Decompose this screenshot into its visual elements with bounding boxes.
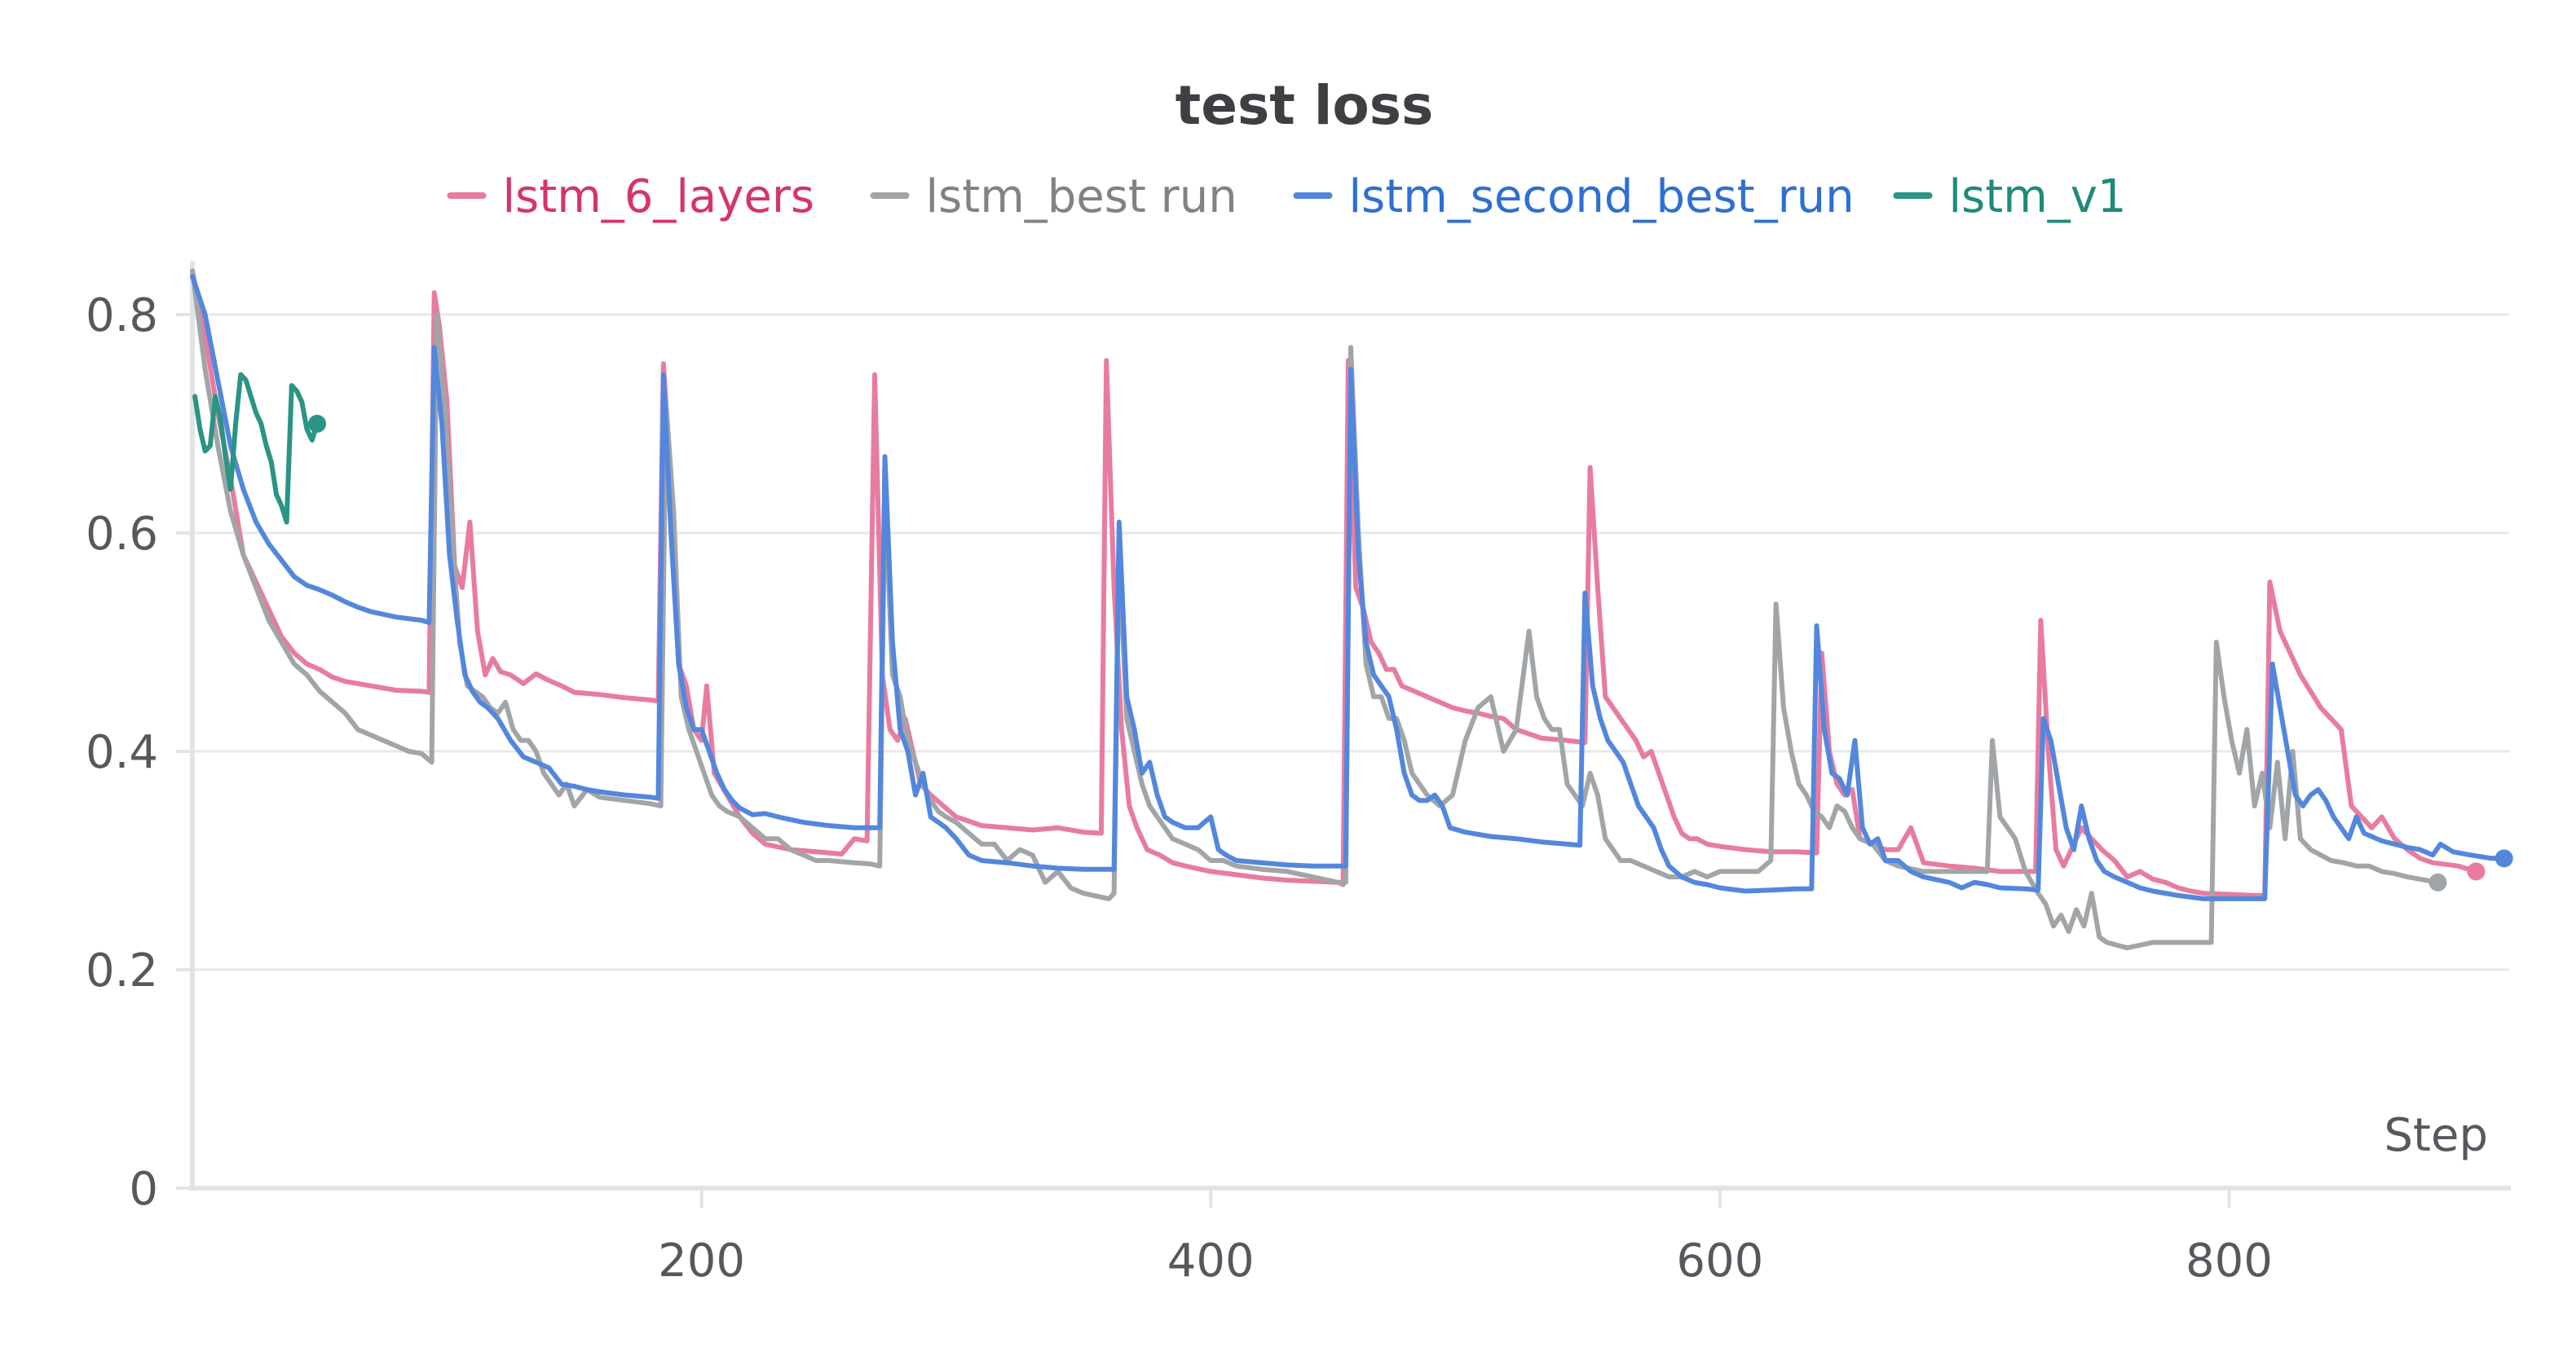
y-tick-label: 0.2 xyxy=(86,944,158,997)
x-tick-label: 800 xyxy=(2186,1235,2273,1288)
legend-item[interactable]: lstm_v1 xyxy=(1893,170,2127,223)
series-line xyxy=(190,268,2479,898)
x-axis-label: Step xyxy=(2384,1109,2488,1162)
legend-item[interactable]: lstm_6_layers xyxy=(447,170,815,223)
y-tick-label: 0 xyxy=(129,1163,158,1216)
series-lines xyxy=(190,268,2507,951)
legend: lstm_6_layers lstm_best run lstm_second_be… xyxy=(447,170,2127,223)
end-markers xyxy=(308,415,2513,892)
axes: 0 0.2 0.4 0.6 0.8 200 400 600 800 xyxy=(86,261,2511,1288)
x-tick-label: 600 xyxy=(1676,1235,1763,1288)
series-line xyxy=(190,274,2507,901)
series-end-point xyxy=(2494,849,2513,868)
series-line xyxy=(192,372,320,525)
legend-label: lstm_6_layers xyxy=(503,170,815,223)
legend-item[interactable]: lstm_best run xyxy=(870,170,1237,223)
series-end-point xyxy=(308,415,327,433)
chart-title: test loss xyxy=(1176,74,1434,137)
legend-label: lstm_second_best_run xyxy=(1349,170,1855,223)
x-tick-label: 400 xyxy=(1167,1235,1255,1288)
y-tick-label: 0.6 xyxy=(86,508,158,561)
series-end-point xyxy=(2467,862,2486,881)
y-tick-label: 0.8 xyxy=(86,289,158,342)
series-end-point xyxy=(2428,873,2447,892)
x-tick-label: 200 xyxy=(658,1235,745,1288)
legend-label: lstm_v1 xyxy=(1949,170,2127,223)
legend-item[interactable]: lstm_second_best_run xyxy=(1293,170,1855,223)
legend-label: lstm_best run xyxy=(926,170,1237,223)
y-tick-label: 0.4 xyxy=(86,726,158,779)
